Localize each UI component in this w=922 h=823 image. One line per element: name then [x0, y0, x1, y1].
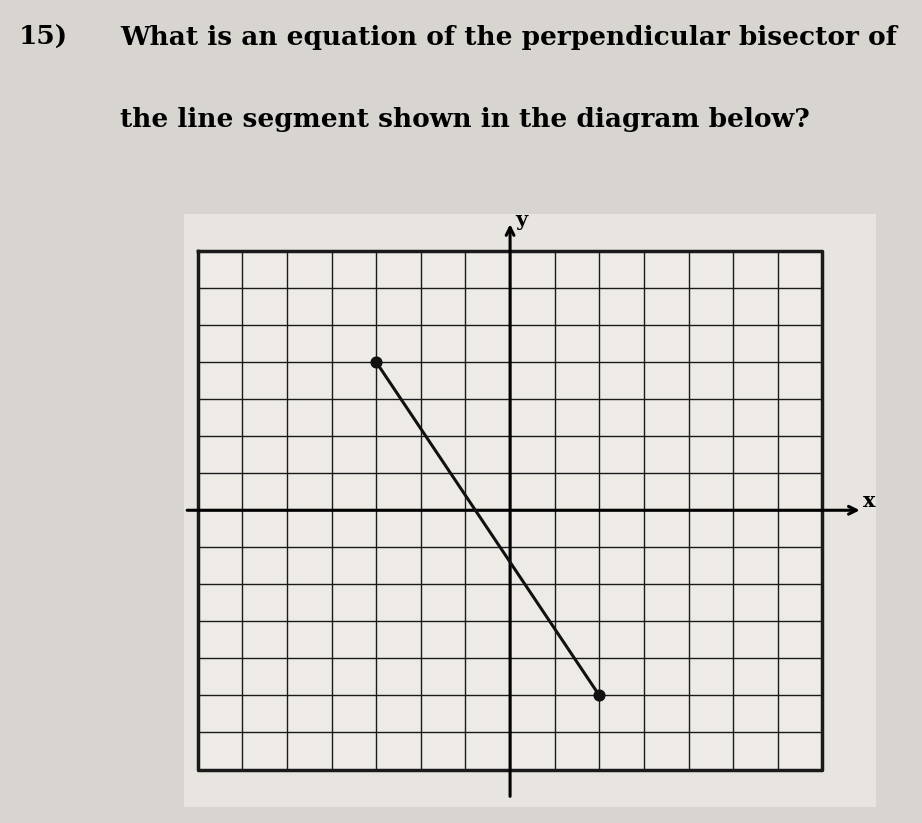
- Text: 15): 15): [18, 25, 67, 49]
- Text: What is an equation of the perpendicular bisector of: What is an equation of the perpendicular…: [120, 25, 897, 49]
- Point: [369, 356, 384, 369]
- Point: [592, 689, 607, 702]
- Text: x: x: [863, 491, 876, 511]
- Text: y: y: [515, 210, 527, 230]
- Text: the line segment shown in the diagram below?: the line segment shown in the diagram be…: [120, 107, 810, 132]
- Bar: [198, 251, 822, 770]
